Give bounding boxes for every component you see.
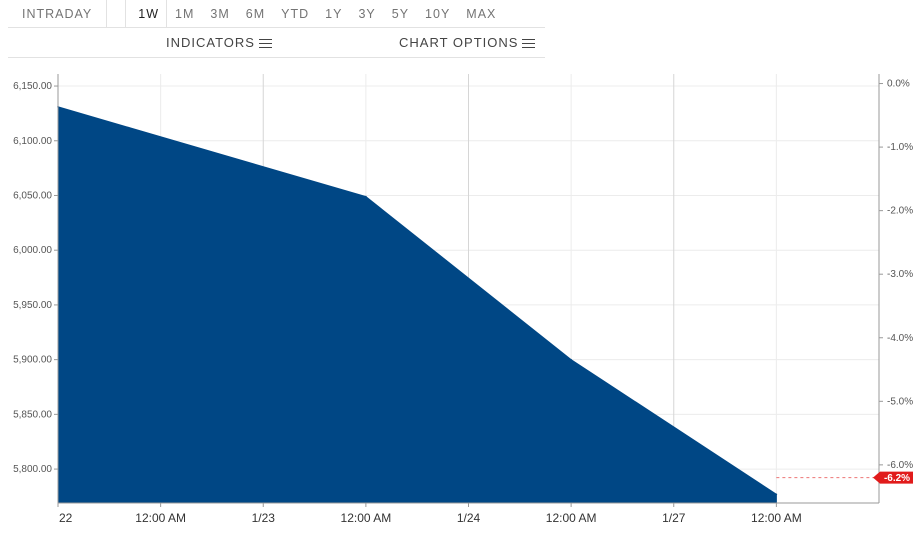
range-tab-10y[interactable]: 10Y: [425, 6, 451, 21]
x-tick-label: 12:00 AM: [135, 511, 186, 525]
chart-axes: 6,150.00 6,100.00 6,050.00 6,000.00 5,950.00…: [13, 74, 913, 525]
x-tick-label: 12:00 AM: [341, 511, 392, 525]
y-tick-label: 5,900.00: [13, 355, 52, 366]
y2-tick-label: 0.0%: [887, 79, 910, 90]
range-tab-3y[interactable]: 3Y: [358, 6, 376, 21]
y-tick-label: 5,850.00: [13, 409, 52, 420]
chart-last-value-marker: -6.2%: [776, 471, 913, 484]
chart-options-label: CHART OPTIONS: [399, 35, 519, 50]
series-point: [775, 493, 778, 496]
x-tick-label: 22: [59, 511, 73, 525]
y-tick-label: 6,150.00: [13, 81, 52, 92]
y-tick-label: 6,100.00: [13, 136, 52, 147]
x-tick-label: 1/24: [457, 511, 481, 525]
indicators-button[interactable]: INDICATORS: [166, 28, 272, 57]
x-tick-label: 12:00 AM: [546, 511, 597, 525]
range-tab-6m[interactable]: 6M: [245, 6, 266, 21]
range-tab-ytd[interactable]: YTD: [281, 6, 310, 21]
series-point: [570, 358, 572, 361]
series-point: [365, 195, 367, 198]
range-tab-3m[interactable]: 3M: [210, 6, 230, 21]
menu-icon: [522, 38, 536, 48]
range-tab-max[interactable]: MAX: [466, 6, 497, 21]
x-tick-label: 12:00 AM: [751, 511, 802, 525]
y2-tick-label: -5.0%: [887, 396, 913, 407]
last-value-label: -6.2%: [884, 473, 910, 484]
x-tick-label: 1/27: [662, 511, 686, 525]
range-tab-intraday[interactable]: INTRADAY: [8, 0, 108, 27]
chart-options-button[interactable]: CHART OPTIONS: [399, 28, 536, 57]
y-tick-label: 6,000.00: [13, 245, 52, 256]
y2-tick-label: -6.0%: [887, 460, 913, 471]
range-selector: INTRADAY 1W 1M 3M 6M YTD 1Y 3Y 5Y 10Y MAX: [8, 0, 545, 28]
y-tick-label: 5,950.00: [13, 300, 52, 311]
x-tick-label: 1/23: [252, 511, 276, 525]
y2-tick-label: -3.0%: [887, 269, 913, 280]
range-tab-1w[interactable]: 1W: [126, 0, 168, 27]
y-tick-label: 6,050.00: [13, 190, 52, 201]
range-tab-1y[interactable]: 1Y: [325, 6, 343, 21]
range-tab-divider: [107, 0, 127, 27]
range-tab-5y[interactable]: 5Y: [391, 6, 410, 21]
y2-tick-label: -2.0%: [887, 206, 913, 217]
y-tick-label: 5,800.00: [13, 464, 52, 475]
range-tab-1m[interactable]: 1M: [175, 6, 195, 21]
indicators-label: INDICATORS: [166, 35, 255, 50]
y2-tick-label: -1.0%: [887, 142, 913, 153]
y2-tick-label: -4.0%: [887, 333, 913, 344]
chart-toolbar: INDICATORS CHART OPTIONS: [8, 28, 545, 58]
last-value-badge: [873, 471, 913, 484]
menu-icon: [258, 38, 272, 48]
